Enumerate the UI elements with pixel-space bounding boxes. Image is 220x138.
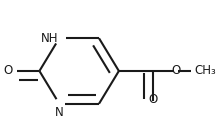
- Text: O: O: [148, 93, 157, 106]
- Text: O: O: [172, 64, 181, 77]
- Text: NH: NH: [41, 32, 58, 45]
- Text: O: O: [3, 64, 13, 77]
- Text: CH₃: CH₃: [194, 64, 216, 77]
- Text: N: N: [55, 106, 64, 119]
